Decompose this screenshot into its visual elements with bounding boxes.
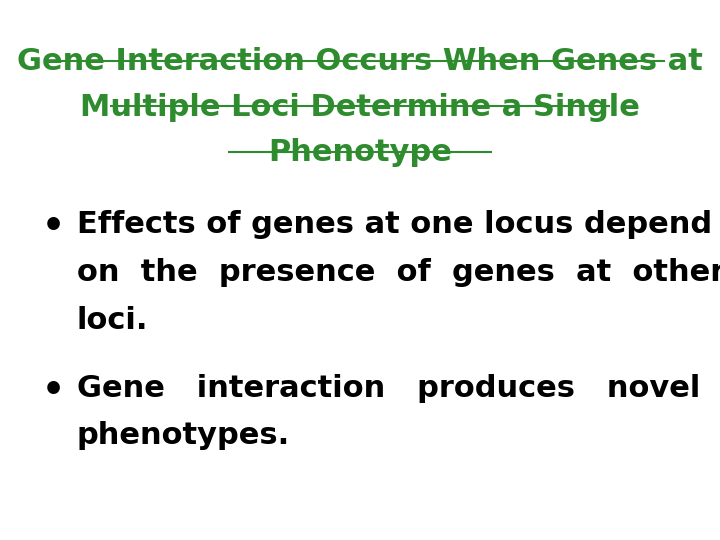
Text: Phenotype: Phenotype bbox=[268, 138, 452, 167]
Text: Multiple Loci Determine a Single: Multiple Loci Determine a Single bbox=[80, 93, 640, 122]
Text: on  the  presence  of  genes  at  other: on the presence of genes at other bbox=[76, 258, 720, 287]
Text: phenotypes.: phenotypes. bbox=[76, 421, 290, 450]
Text: Gene   interaction   produces   novel: Gene interaction produces novel bbox=[76, 374, 700, 403]
Text: •: • bbox=[42, 374, 66, 408]
Text: Gene Interaction Occurs When Genes at: Gene Interaction Occurs When Genes at bbox=[17, 47, 703, 76]
Text: Effects of genes at one locus depend: Effects of genes at one locus depend bbox=[76, 211, 712, 239]
Text: loci.: loci. bbox=[76, 306, 148, 335]
Text: •: • bbox=[42, 211, 66, 245]
